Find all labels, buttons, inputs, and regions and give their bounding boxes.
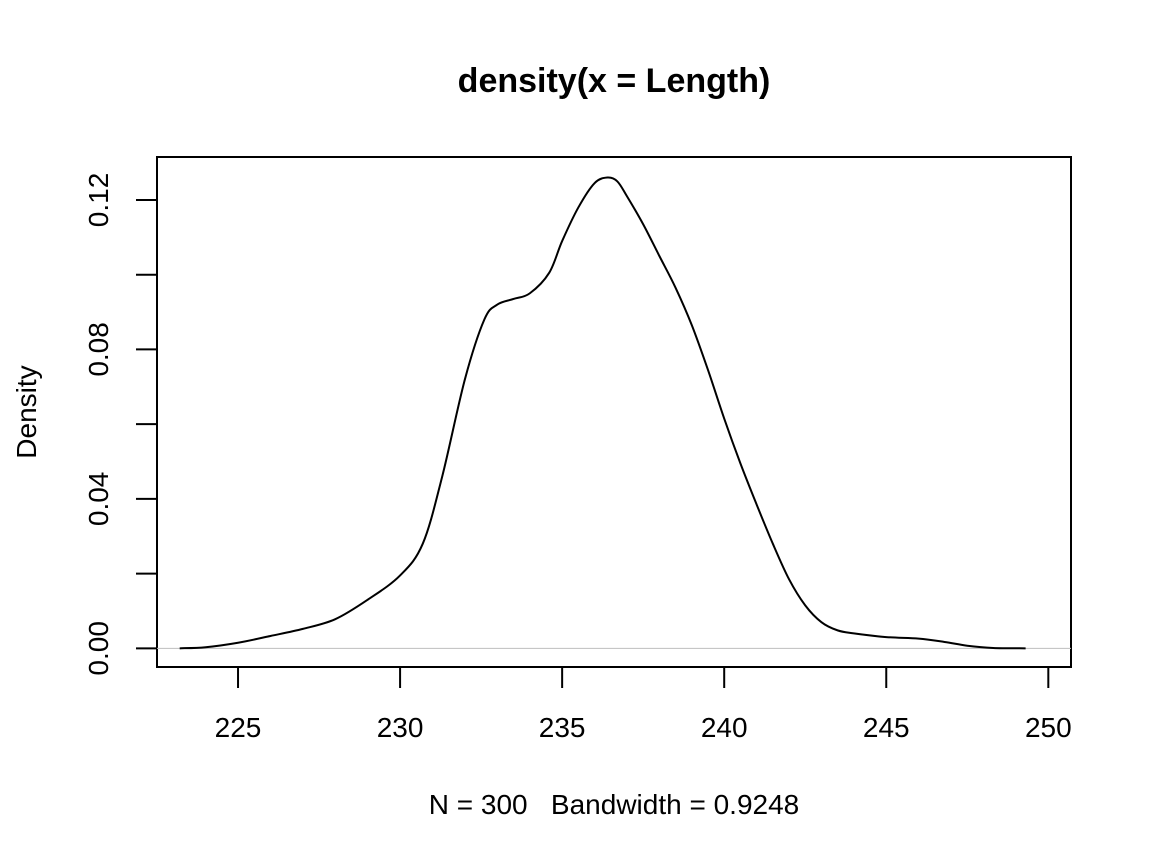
y-tick-label: 0.04 — [83, 472, 114, 527]
x-tick-label: 230 — [377, 712, 424, 743]
chart-title: density(x = Length) — [458, 62, 771, 100]
x-axis-label: N = 300 Bandwidth = 0.9248 — [429, 789, 800, 820]
plot-frame — [156, 156, 1072, 668]
x-tick-label: 235 — [539, 712, 586, 743]
y-tick-label: 0.08 — [83, 322, 114, 377]
x-tick-label: 250 — [1025, 712, 1072, 743]
x-tick-label: 245 — [863, 712, 910, 743]
x-tick-label: 225 — [215, 712, 262, 743]
y-axis-label: Density — [11, 365, 42, 458]
y-axis: 0.00 0.04 0.08 0.12 — [83, 173, 158, 676]
y-tick-label: 0.00 — [83, 621, 114, 676]
x-axis: 225 230 235 240 245 250 — [215, 666, 1072, 743]
density-curve — [179, 176, 1026, 650]
y-tick-label: 0.12 — [83, 173, 114, 228]
x-tick-label: 240 — [701, 712, 748, 743]
